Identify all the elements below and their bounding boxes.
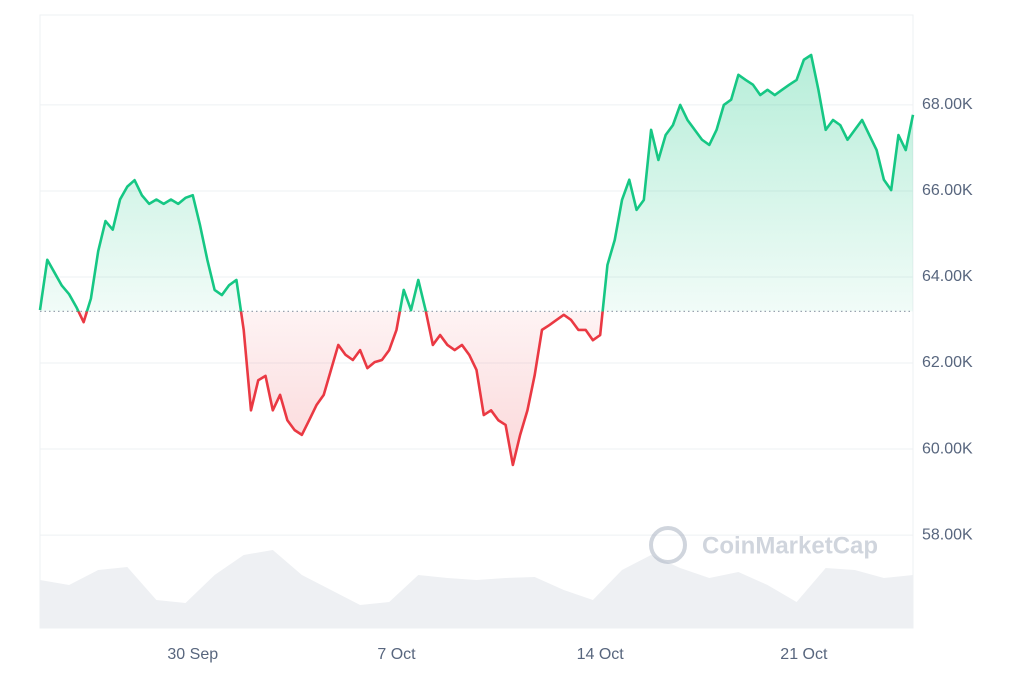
y-tick-label: 62.00K <box>922 354 973 371</box>
watermark: CoinMarketCap <box>649 526 878 564</box>
watermark-logo <box>649 526 687 564</box>
x-tick-label: 14 Oct <box>577 646 625 663</box>
x-tick-label: 21 Oct <box>780 646 828 663</box>
x-tick-label: 7 Oct <box>377 646 416 663</box>
x-tick-label: 30 Sep <box>167 646 218 663</box>
price-line <box>38 53 915 467</box>
volume-area <box>40 550 913 628</box>
y-tick-label: 60.00K <box>922 440 973 457</box>
y-tick-label: 66.00K <box>922 182 973 199</box>
y-tick-label: 64.00K <box>922 268 973 285</box>
area-fill <box>40 55 913 465</box>
y-tick-label: 58.00K <box>922 526 973 543</box>
y-tick-label: 68.00K <box>922 96 973 113</box>
watermark-text: CoinMarketCap <box>702 532 878 559</box>
